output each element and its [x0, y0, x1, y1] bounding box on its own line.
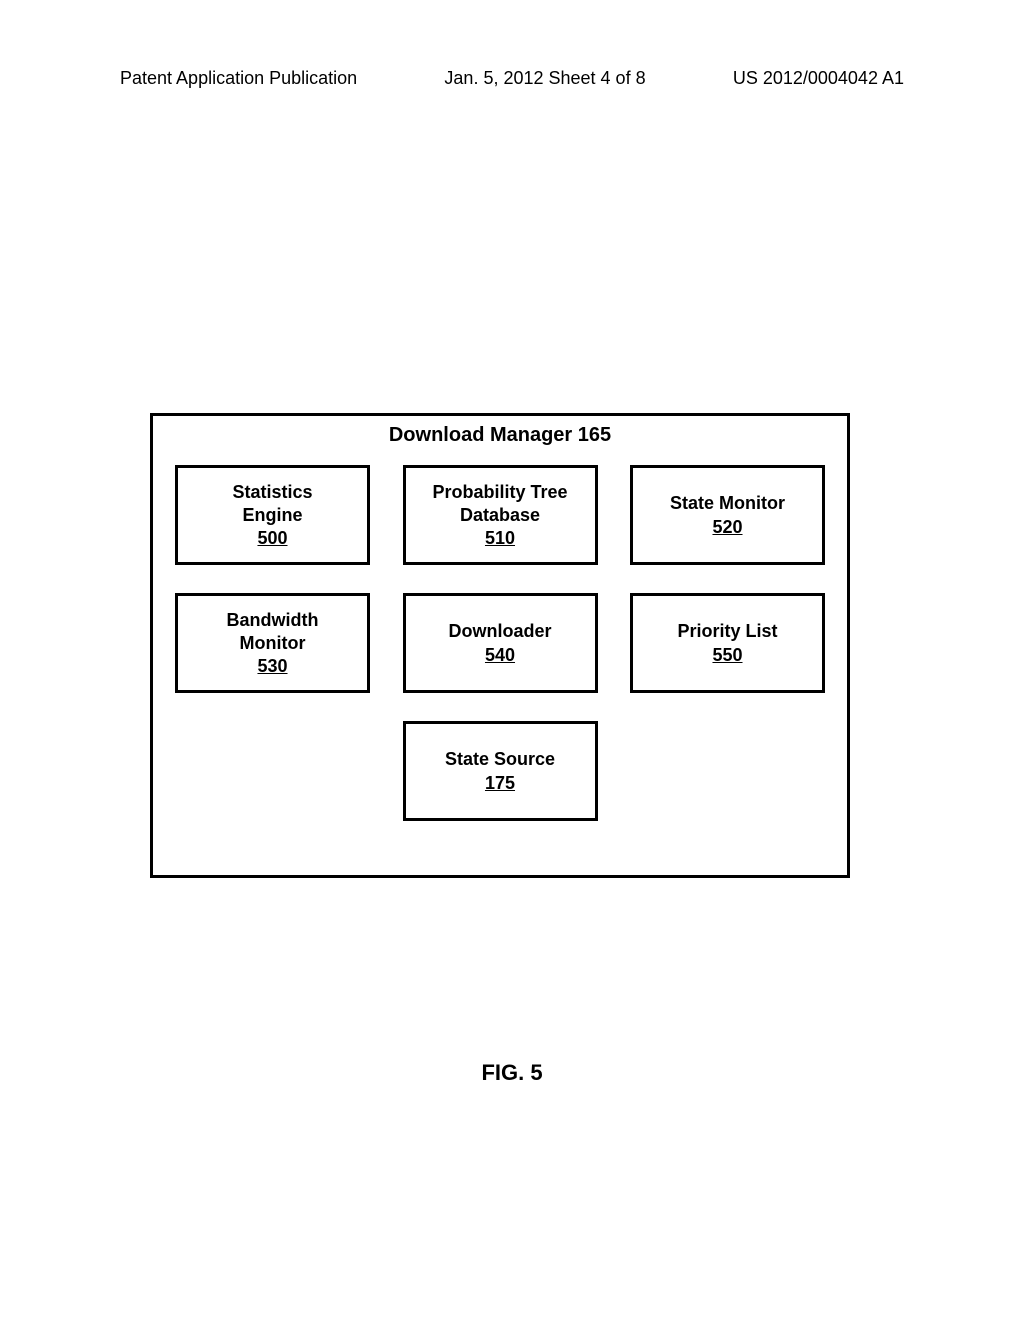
box-number: 550 — [712, 645, 742, 666]
download-manager-container: Download Manager 165 StatisticsEngine 50… — [150, 413, 850, 878]
figure-label: FIG. 5 — [0, 1060, 1024, 1086]
page-header: Patent Application Publication Jan. 5, 2… — [0, 68, 1024, 89]
box-number: 530 — [257, 656, 287, 677]
probability-tree-database-box: Probability TreeDatabase 510 — [403, 465, 598, 565]
box-title: BandwidthMonitor — [227, 609, 319, 654]
header-center: Jan. 5, 2012 Sheet 4 of 8 — [444, 68, 645, 89]
box-number: 500 — [257, 528, 287, 549]
diagram-row-1: StatisticsEngine 500 Probability TreeDat… — [153, 465, 847, 565]
box-title: State Monitor — [670, 492, 785, 515]
box-title: StatisticsEngine — [232, 481, 312, 526]
statistics-engine-box: StatisticsEngine 500 — [175, 465, 370, 565]
header-right: US 2012/0004042 A1 — [733, 68, 904, 89]
bandwidth-monitor-box: BandwidthMonitor 530 — [175, 593, 370, 693]
diagram-row-3: State Source 175 — [153, 721, 847, 821]
box-number: 510 — [485, 528, 515, 549]
state-monitor-box: State Monitor 520 — [630, 465, 825, 565]
priority-list-box: Priority List 550 — [630, 593, 825, 693]
box-title: Downloader — [448, 620, 551, 643]
state-source-box: State Source 175 — [403, 721, 598, 821]
box-title: State Source — [445, 748, 555, 771]
box-number: 175 — [485, 773, 515, 794]
diagram-title: Download Manager 165 — [153, 424, 847, 447]
box-title: Priority List — [677, 620, 777, 643]
box-number: 520 — [712, 517, 742, 538]
box-number: 540 — [485, 645, 515, 666]
header-left: Patent Application Publication — [120, 68, 357, 89]
downloader-box: Downloader 540 — [403, 593, 598, 693]
diagram-row-2: BandwidthMonitor 530 Downloader 540 Prio… — [153, 593, 847, 693]
box-title: Probability TreeDatabase — [432, 481, 567, 526]
